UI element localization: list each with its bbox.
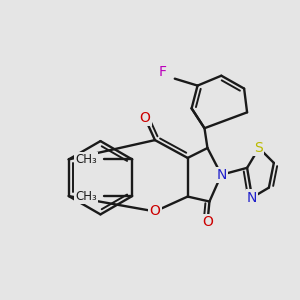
- Text: O: O: [140, 111, 151, 125]
- Text: CH₃: CH₃: [75, 190, 97, 202]
- Text: N: N: [216, 168, 226, 182]
- Text: N: N: [247, 190, 257, 205]
- Text: O: O: [202, 215, 213, 229]
- Text: F: F: [159, 65, 167, 79]
- Text: O: O: [149, 204, 161, 218]
- Text: S: S: [255, 141, 263, 155]
- Text: CH₃: CH₃: [75, 153, 97, 166]
